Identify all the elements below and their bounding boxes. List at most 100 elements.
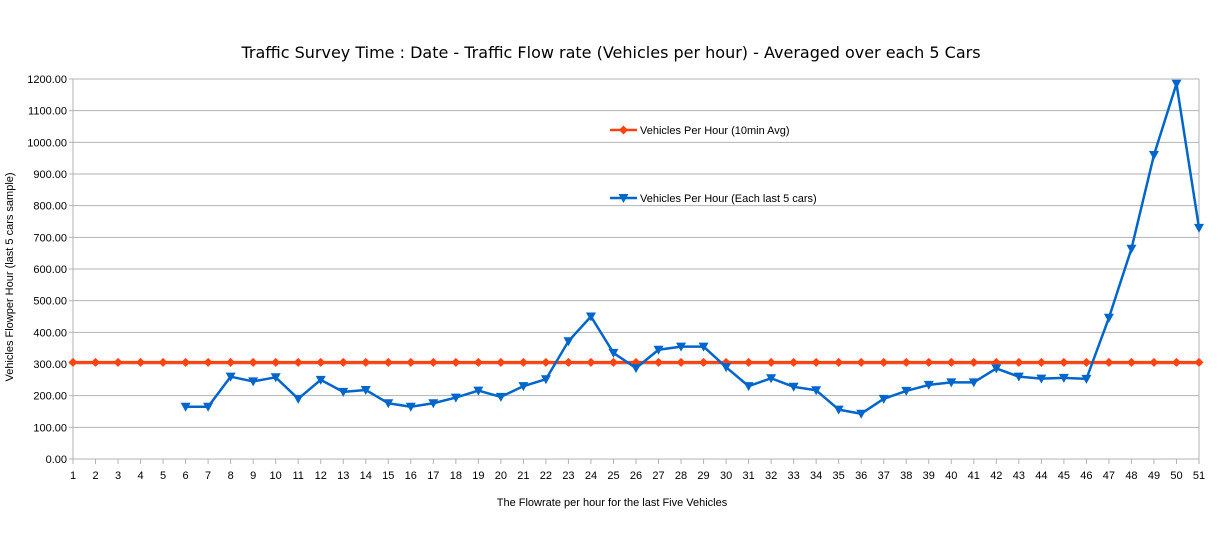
x-tick-label: 19 xyxy=(472,470,484,482)
y-tick-label: 1200.00 xyxy=(27,74,67,86)
data-point xyxy=(946,378,957,388)
x-tick-label: 35 xyxy=(833,470,845,482)
data-point xyxy=(608,348,619,358)
data-point xyxy=(968,378,979,388)
data-point xyxy=(654,357,664,367)
data-point xyxy=(1194,357,1204,367)
data-point xyxy=(338,387,349,397)
x-tick-label: 37 xyxy=(878,470,890,482)
y-tick-label: 700.00 xyxy=(33,232,67,244)
data-point xyxy=(428,357,438,367)
chart-title: Traffic Survey Time : Date - Traffic Flo… xyxy=(240,43,980,62)
data-point xyxy=(113,357,123,367)
x-tick-label: 6 xyxy=(183,470,189,482)
data-point xyxy=(1036,374,1047,384)
x-tick-label: 1 xyxy=(70,470,76,482)
x-tick-label: 16 xyxy=(405,470,417,482)
data-point xyxy=(1171,357,1181,367)
data-point xyxy=(744,357,754,367)
data-point xyxy=(1103,313,1114,323)
x-tick-label: 34 xyxy=(810,470,822,482)
data-point xyxy=(924,357,934,367)
data-point xyxy=(788,382,799,392)
data-point xyxy=(789,357,799,367)
data-point xyxy=(901,357,911,367)
data-point xyxy=(811,386,822,396)
data-point xyxy=(653,345,664,355)
data-point xyxy=(270,373,281,383)
data-point xyxy=(473,386,484,396)
legend-label-avg: Vehicles Per Hour (10min Avg) xyxy=(640,125,790,137)
x-tick-label: 31 xyxy=(742,470,754,482)
data-point xyxy=(856,409,867,419)
data-point xyxy=(203,402,214,412)
data-point xyxy=(811,357,821,367)
y-tick-labels: 0.00 100.00 200.00 300.00 400.00 500.00 600.00… xyxy=(27,74,67,466)
y-tick-label: 1100.00 xyxy=(28,106,67,118)
data-point xyxy=(495,392,506,402)
x-tick-label: 49 xyxy=(1148,470,1160,482)
data-point xyxy=(1036,357,1046,367)
x-tick-label: 21 xyxy=(517,470,529,482)
legend-entry-avg: Vehicles Per Hour (10min Avg) xyxy=(610,125,790,137)
data-point xyxy=(248,357,258,367)
data-point xyxy=(383,357,393,367)
y-tick-label: 0.00 xyxy=(46,454,67,466)
x-tick-label: 17 xyxy=(427,470,439,482)
data-point xyxy=(203,357,213,367)
data-point xyxy=(68,357,78,367)
data-point xyxy=(271,357,281,367)
x-tick-label: 11 xyxy=(292,470,303,482)
data-point xyxy=(316,357,326,367)
data-point xyxy=(1148,151,1159,160)
data-point xyxy=(428,399,439,409)
x-tick-label: 46 xyxy=(1080,470,1092,482)
data-point xyxy=(158,357,168,367)
data-point xyxy=(180,402,191,412)
x-tick-label: 20 xyxy=(495,470,507,482)
x-tick-label: 29 xyxy=(697,470,709,482)
data-point xyxy=(1014,357,1024,367)
y-tick-label: 900.00 xyxy=(33,169,67,181)
data-point xyxy=(1149,357,1159,367)
x-tick-label: 4 xyxy=(137,470,143,482)
x-tick-label: 13 xyxy=(337,470,349,482)
data-point xyxy=(698,342,709,352)
legend-label-last5: Vehicles Per Hour (Each last 5 cars) xyxy=(640,193,817,205)
data-point xyxy=(901,386,912,396)
data-point xyxy=(338,357,348,367)
data-point xyxy=(293,357,303,367)
legend-marker-avg xyxy=(619,125,628,135)
y-tick-label: 600.00 xyxy=(33,264,67,276)
data-point xyxy=(586,357,596,367)
data-point xyxy=(136,357,146,367)
x-tick-label: 47 xyxy=(1103,470,1115,482)
data-point xyxy=(631,364,641,374)
x-tick-label: 41 xyxy=(968,470,980,482)
data-point xyxy=(1194,223,1204,233)
x-tick-label: 39 xyxy=(923,470,935,482)
x-tick-label: 30 xyxy=(720,470,732,482)
data-point xyxy=(315,375,326,385)
series-layer xyxy=(68,79,1204,419)
data-point xyxy=(563,337,574,347)
x-tick-label: 7 xyxy=(205,470,211,482)
data-point xyxy=(991,364,1002,374)
x-tick-labels: 1 2 3 4 5 6 7 8 9 10 11 12 13 14 15 16 17 18 19 20 21 22 23 24 2… xyxy=(70,470,1205,482)
data-point xyxy=(1081,357,1091,367)
data-point xyxy=(585,312,596,322)
series-0 xyxy=(68,357,1204,367)
data-point xyxy=(923,380,934,390)
data-point xyxy=(181,357,191,367)
x-tick-label: 36 xyxy=(855,470,867,482)
data-point xyxy=(1059,357,1069,367)
data-point xyxy=(1013,372,1024,382)
x-tick-label: 51 xyxy=(1193,470,1205,482)
y-tick-label: 200.00 xyxy=(33,391,67,403)
x-tick-label: 24 xyxy=(585,470,597,482)
x-tick-label: 12 xyxy=(315,470,327,482)
data-point xyxy=(676,342,687,352)
grid-lines xyxy=(69,78,1199,460)
x-tick-label: 10 xyxy=(270,470,282,482)
x-axis-title: The Flowrate per hour for the last Five … xyxy=(497,497,728,509)
